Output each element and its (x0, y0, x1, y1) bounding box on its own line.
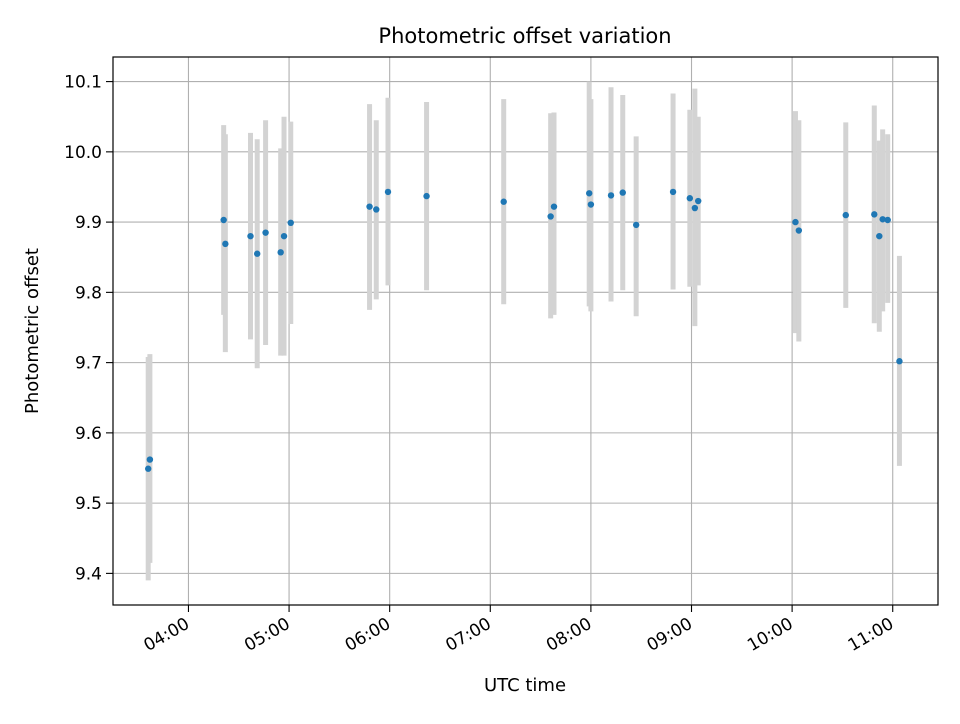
data-point (587, 201, 595, 208)
data-points (145, 188, 903, 472)
data-point (884, 216, 891, 224)
y-tick-label: 9.6 (75, 424, 102, 444)
y-axis-ticks: 9.4 9.5 9.6 9.7 9.8 9.9 10.0 10.1 (64, 73, 113, 584)
data-point (669, 188, 677, 196)
y-tick-label: 10.0 (64, 143, 102, 163)
data-point (619, 189, 626, 196)
data-point (373, 206, 380, 213)
data-point (691, 204, 699, 212)
data-point (686, 195, 694, 202)
plot-frame (112, 56, 939, 606)
data-point (366, 203, 373, 210)
data-point (277, 249, 284, 256)
data-point (632, 221, 640, 229)
data-point (254, 250, 261, 257)
y-tick-label: 10.1 (64, 73, 102, 93)
y-tick-label: 9.8 (75, 283, 102, 303)
y-tick-label: 9.9 (75, 213, 102, 233)
data-point (695, 197, 702, 205)
data-point (287, 219, 294, 227)
data-point (586, 190, 593, 197)
data-point (384, 188, 392, 196)
data-point (500, 198, 507, 205)
data-point (280, 232, 288, 240)
data-point (842, 211, 849, 219)
data-point (423, 192, 430, 200)
data-point (876, 232, 883, 240)
data-point (146, 456, 154, 463)
data-point (247, 232, 254, 240)
data-point (220, 216, 227, 224)
data-point (792, 218, 799, 226)
y-tick-label: 9.5 (75, 494, 102, 514)
chart-title: Photometric offset variation (378, 24, 671, 48)
data-point (879, 216, 886, 223)
y-tick-label: 9.7 (75, 354, 102, 374)
data-point (550, 203, 558, 210)
data-point (896, 358, 903, 365)
x-axis-label: UTC time (484, 675, 566, 696)
data-point (871, 211, 878, 218)
data-point (222, 240, 229, 248)
y-axis-label: Photometric offset (22, 248, 43, 414)
data-point (795, 227, 803, 234)
data-point (262, 229, 269, 236)
data-point (607, 192, 615, 199)
data-point (547, 213, 554, 220)
y-tick-label: 9.4 (75, 564, 102, 584)
data-point (145, 465, 152, 472)
